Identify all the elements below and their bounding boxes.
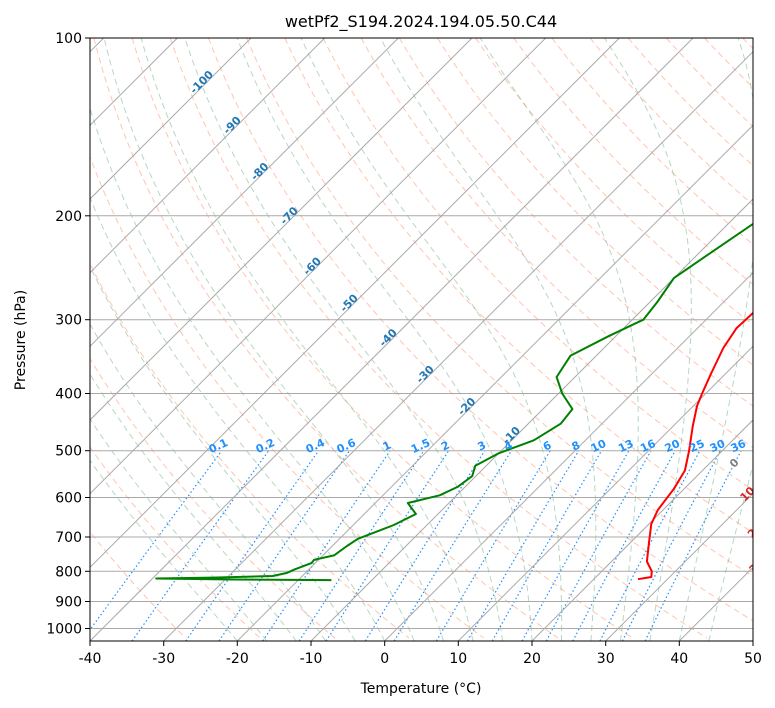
isotherm-line bbox=[384, 271, 753, 641]
temperature-profile-line bbox=[637, 311, 753, 581]
mixing-ratio-line bbox=[521, 450, 630, 641]
x-tick-label: -20 bbox=[226, 651, 249, 667]
dry-adiabat-line bbox=[284, 38, 753, 534]
moist-adiabat-line bbox=[236, 38, 533, 641]
moist-adiabat-line bbox=[300, 38, 563, 641]
dewpoint-profile-line bbox=[155, 222, 753, 582]
y-tick-label: 800 bbox=[55, 564, 82, 580]
moist-adiabat-line bbox=[90, 373, 297, 641]
x-tick-label: 20 bbox=[523, 651, 541, 667]
isotherm-line bbox=[457, 345, 753, 641]
dry-adiabat-line bbox=[90, 262, 410, 639]
y-tick-label: 700 bbox=[55, 530, 82, 546]
x-tick-label: 30 bbox=[597, 651, 615, 667]
isotherm-line bbox=[605, 492, 753, 641]
isotherm-line bbox=[90, 38, 547, 495]
dry-adiabat-line bbox=[93, 38, 559, 639]
mixing-ratio-label: 36 bbox=[729, 437, 749, 455]
isotherm-line bbox=[90, 38, 620, 569]
data-series bbox=[155, 222, 753, 582]
mixing-ratio-line bbox=[90, 450, 223, 631]
moist-adiabat-line bbox=[140, 38, 474, 641]
dry-adiabat-line bbox=[246, 38, 753, 578]
dry-adiabat-line bbox=[208, 38, 753, 622]
x-tick-label: -40 bbox=[79, 651, 102, 667]
dry-adiabat-line bbox=[436, 38, 753, 366]
mixing-ratio-label: 25 bbox=[687, 437, 706, 455]
y-tick-label: 600 bbox=[55, 491, 82, 507]
mixing-ratio-label: 10 bbox=[589, 437, 609, 455]
moist-adiabat-line bbox=[90, 322, 327, 641]
moist-adiabat-line bbox=[90, 459, 238, 641]
mixing-ratio-label: 13 bbox=[616, 437, 635, 455]
mixing-ratio-line bbox=[185, 450, 320, 641]
dry-adiabat-line bbox=[90, 531, 187, 639]
y-tick-label: 1000 bbox=[46, 622, 82, 638]
x-axis-label: Temperature (°C) bbox=[360, 681, 482, 697]
mixing-ratio-line bbox=[218, 450, 350, 641]
temperature-label: 30 bbox=[747, 556, 767, 576]
y-axis-label: Pressure (hPa) bbox=[13, 290, 29, 390]
moist-adiabat-line bbox=[678, 38, 753, 641]
isotherm-line bbox=[310, 198, 753, 641]
x-tick-label: 0 bbox=[380, 651, 389, 667]
plot-frame bbox=[89, 37, 754, 642]
isotherm-line bbox=[90, 38, 252, 200]
mixing-ratio-line bbox=[621, 450, 721, 641]
plot-area: 0.1 0.2 0.4 0.6 1 1.5 2 3 4 6 8 10 13 16 20 25 30 36-100-… bbox=[90, 38, 767, 641]
moist-adiabat-line bbox=[90, 196, 386, 641]
x-tick-label: 50 bbox=[744, 651, 762, 667]
x-tick-label: -10 bbox=[300, 651, 323, 667]
isotherms bbox=[90, 38, 753, 641]
y-tick-label: 100 bbox=[55, 31, 82, 47]
mixing-ratio-line bbox=[325, 450, 450, 641]
dry-adiabat-line bbox=[131, 38, 633, 639]
isotherm-line bbox=[531, 419, 753, 641]
moist-adiabat-line bbox=[90, 265, 356, 641]
isotherm-line bbox=[90, 38, 473, 421]
x-tick-label: 10 bbox=[449, 651, 467, 667]
isotherm-line bbox=[90, 38, 694, 641]
mixing-ratio-line bbox=[298, 450, 425, 641]
x-tick-label: -30 bbox=[152, 651, 175, 667]
chart-title: wetPf2_S194.2024.194.05.50.C44 bbox=[285, 12, 557, 32]
dry-adiabat-line bbox=[322, 38, 753, 491]
dry-adiabat-line bbox=[398, 38, 753, 407]
y-tick-label: 200 bbox=[55, 209, 82, 225]
moist-adiabat-line bbox=[604, 38, 692, 641]
moist-adiabat-line bbox=[708, 463, 753, 641]
y-tick-label: 500 bbox=[55, 444, 82, 460]
mixing-ratio-line bbox=[393, 450, 512, 641]
isobar-grid bbox=[90, 38, 753, 629]
moist-adiabat-line bbox=[379, 38, 597, 641]
mixing-ratio-line bbox=[262, 450, 391, 641]
isotherm-line bbox=[236, 124, 753, 641]
dry-adiabat-line bbox=[589, 38, 753, 206]
dry-adiabat-line bbox=[360, 38, 753, 449]
mixing-ratio-line bbox=[644, 450, 742, 641]
isotherm-line bbox=[90, 38, 326, 274]
y-tick-label: 400 bbox=[55, 387, 82, 403]
isotherm-line bbox=[90, 38, 399, 348]
mixing-ratio-line bbox=[364, 450, 486, 641]
moist-adiabat-line bbox=[90, 418, 268, 641]
moist-adiabat-line bbox=[479, 38, 639, 641]
mixing-ratio-label: 20 bbox=[663, 437, 683, 455]
mixing-ratio-label: 16 bbox=[638, 437, 658, 455]
dry-adiabat-line bbox=[551, 38, 753, 245]
mixing-ratio-label: 30 bbox=[708, 437, 728, 455]
isotherm-line bbox=[163, 50, 753, 641]
moist-adiabat-line bbox=[103, 38, 445, 641]
mixing-ratio-line bbox=[545, 450, 652, 641]
y-tick-label: 300 bbox=[55, 313, 82, 329]
temperature-label: 20 bbox=[745, 521, 765, 541]
x-tick-label: 40 bbox=[670, 651, 688, 667]
y-tick-label: 900 bbox=[55, 595, 82, 611]
